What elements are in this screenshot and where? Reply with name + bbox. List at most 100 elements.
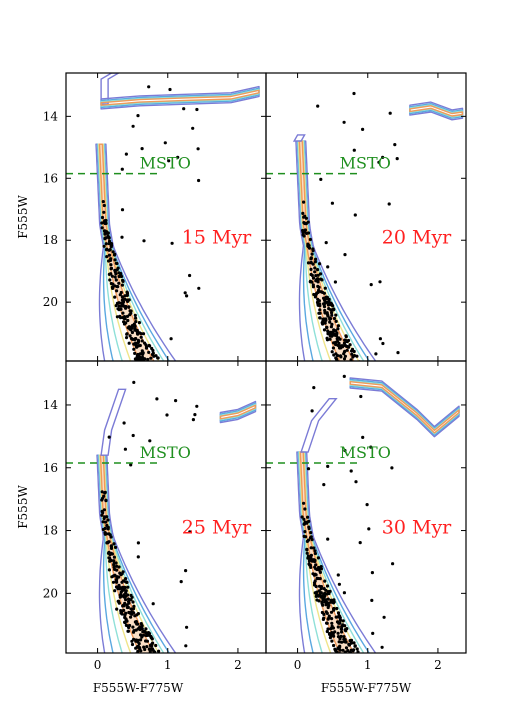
star-point [329, 598, 333, 602]
star-point [100, 226, 104, 230]
star-point [344, 646, 349, 650]
field-star-point [132, 380, 136, 384]
star-point [129, 615, 133, 619]
star-point [121, 311, 125, 315]
star-point [305, 231, 309, 235]
star-point [329, 308, 333, 312]
msto-label: MSTO [140, 443, 191, 462]
star-point [331, 346, 335, 350]
star-point [321, 317, 326, 321]
star-point [353, 644, 357, 648]
field-star-point [120, 167, 124, 171]
field-star-point [374, 352, 378, 356]
star-point [336, 625, 340, 629]
star-point [343, 638, 347, 642]
evolved-contour [100, 85, 260, 110]
field-star-point [343, 448, 347, 453]
star-point [301, 230, 305, 234]
star-point [132, 342, 136, 346]
star-point [347, 362, 350, 365]
field-star-point [370, 598, 374, 603]
star-point [339, 634, 343, 639]
star-point [102, 210, 106, 214]
star-point [323, 321, 327, 325]
star-point [100, 498, 104, 502]
star-point [115, 564, 119, 568]
star-point [109, 263, 113, 267]
star-point [303, 507, 307, 511]
star-point [336, 327, 340, 331]
star-point [127, 305, 131, 309]
star-point [113, 275, 117, 279]
x-tick-label: 2 [234, 658, 242, 672]
star-point [126, 318, 130, 323]
star-point [319, 567, 323, 571]
star-point [104, 221, 108, 225]
star-point [307, 525, 311, 529]
field-star-point [369, 445, 373, 449]
msto-label: MSTO [340, 443, 391, 462]
field-star-point [195, 107, 199, 112]
star-point [337, 640, 341, 644]
star-point [340, 630, 344, 634]
star-point [312, 558, 316, 562]
star-point [311, 249, 315, 253]
star-point [346, 345, 350, 349]
star-point [330, 621, 334, 625]
field-star-point [306, 220, 310, 224]
star-point [156, 356, 160, 360]
x-tick-label: 0 [94, 658, 102, 672]
star-point [134, 316, 138, 320]
age-label: 15 Myr [182, 226, 252, 248]
field-star-point [365, 503, 369, 507]
star-point [106, 527, 110, 531]
star-point [128, 598, 132, 602]
star-point [151, 348, 155, 353]
star-point [138, 352, 142, 356]
field-star-point [310, 409, 314, 413]
field-star-point [179, 580, 183, 584]
star-point [312, 583, 317, 587]
star-point [311, 283, 315, 287]
upper-ms-contour [300, 398, 338, 453]
field-star-point [136, 114, 140, 118]
evolved-contour [349, 377, 460, 438]
y-tick-label: 16 [43, 171, 58, 185]
star-point [136, 649, 140, 653]
star-point [322, 302, 326, 307]
star-point [141, 332, 146, 336]
star-point [326, 332, 330, 336]
star-point [109, 266, 114, 270]
star-point [349, 638, 354, 642]
star-point [301, 211, 305, 215]
star-point [330, 313, 334, 317]
star-point [330, 617, 334, 621]
field-star-point [382, 615, 386, 619]
star-point [103, 532, 107, 536]
field-star-point [330, 201, 334, 205]
star-point [126, 629, 130, 633]
field-star-point [182, 107, 186, 111]
star-point [106, 518, 110, 522]
star-point [110, 274, 114, 278]
star-point [334, 313, 338, 317]
star-point [330, 311, 334, 315]
star-point [329, 610, 334, 614]
star-point [329, 325, 333, 329]
field-star-point [140, 147, 144, 151]
star-point [342, 341, 346, 345]
star-point [318, 311, 322, 315]
star-point [336, 631, 340, 635]
field-star-point [352, 91, 356, 96]
star-point [325, 295, 329, 300]
star-point [343, 624, 347, 628]
y-tick-label: 20 [43, 586, 58, 600]
field-star-point [165, 413, 169, 417]
ms-contour [295, 140, 377, 361]
star-point [102, 244, 106, 248]
star-point [303, 228, 307, 232]
star-point [144, 631, 148, 635]
star-point [109, 535, 113, 539]
field-star-point [122, 421, 126, 425]
star-point [326, 627, 330, 631]
